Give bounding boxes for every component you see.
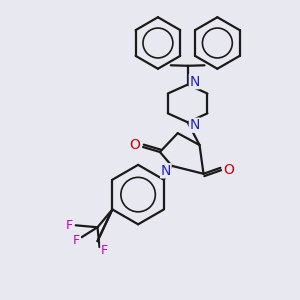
Text: O: O (223, 163, 234, 177)
Text: O: O (130, 138, 141, 152)
Text: F: F (66, 219, 73, 232)
Text: N: N (189, 75, 200, 88)
Text: F: F (73, 234, 80, 247)
Text: N: N (189, 118, 200, 132)
Text: F: F (101, 244, 108, 256)
Text: N: N (161, 164, 171, 178)
